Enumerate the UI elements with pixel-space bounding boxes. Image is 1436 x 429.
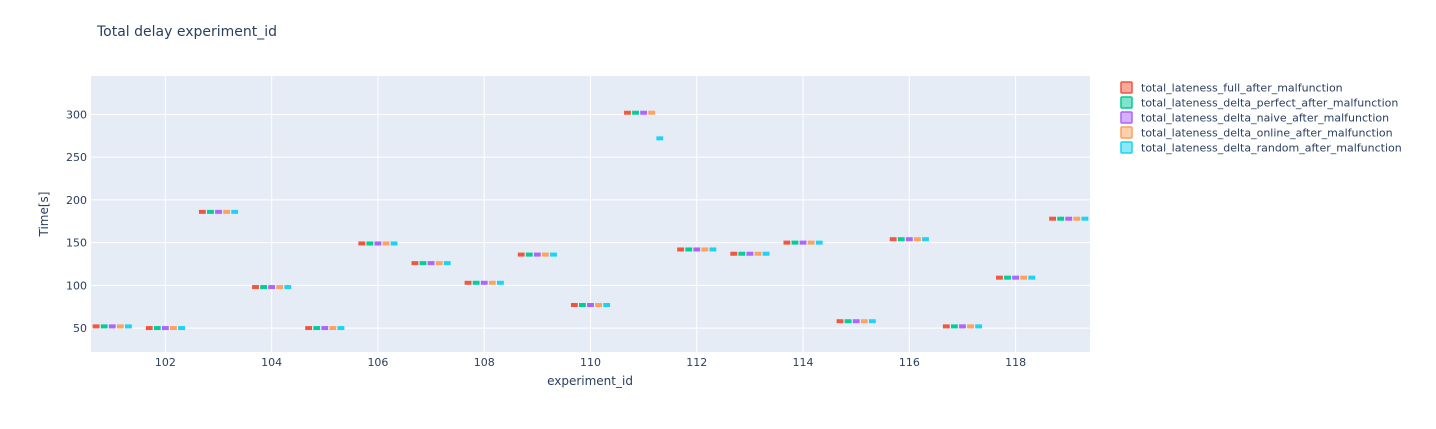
legend-label: total_lateness_delta_online_after_malfun…: [1141, 127, 1393, 140]
x-tick-labels: 102 104 106 108 110 112 114 116 118: [155, 356, 1026, 369]
legend-swatch: [1120, 141, 1133, 154]
legend: total_lateness_full_after_malfunctiontot…: [1120, 81, 1402, 155]
y-tick-labels: 50 100 150 200 250 300: [66, 108, 87, 335]
x-tick-label: 118: [1005, 356, 1026, 369]
legend-swatch: [1120, 81, 1133, 94]
legend-item[interactable]: total_lateness_delta_perfect_after_malfu…: [1120, 96, 1398, 110]
y-axis-title: Time[s]: [37, 192, 51, 238]
legend-label: total_lateness_full_after_malfunction: [1141, 82, 1343, 95]
y-tick-label: 100: [66, 279, 87, 292]
box-marks: [92, 110, 1089, 331]
legend-item[interactable]: total_lateness_delta_online_after_malfun…: [1120, 126, 1393, 140]
y-tick-label: 300: [66, 108, 87, 121]
x-tick-label: 102: [155, 356, 176, 369]
legend-label: total_lateness_delta_naive_after_malfunc…: [1141, 112, 1389, 125]
x-tick-label: 104: [261, 356, 282, 369]
y-tick-label: 250: [66, 151, 87, 164]
legend-swatch: [1120, 96, 1133, 109]
x-tick-label: 112: [686, 356, 707, 369]
x-tick-label: 116: [899, 356, 920, 369]
y-tick-label: 200: [66, 194, 87, 207]
y-tick-label: 150: [66, 237, 87, 250]
x-tick-label: 114: [793, 356, 814, 369]
legend-item[interactable]: total_lateness_delta_naive_after_malfunc…: [1120, 111, 1389, 125]
legend-swatch: [1120, 111, 1133, 124]
legend-item[interactable]: total_lateness_full_after_malfunction: [1120, 81, 1343, 95]
legend-label: total_lateness_delta_perfect_after_malfu…: [1141, 97, 1398, 110]
legend-label: total_lateness_delta_random_after_malfun…: [1141, 142, 1402, 155]
x-tick-label: 110: [580, 356, 601, 369]
chart-title: Total delay experiment_id: [96, 24, 277, 40]
x-tick-label: 108: [474, 356, 495, 369]
legend-swatch: [1120, 126, 1133, 139]
x-tick-label: 106: [367, 356, 388, 369]
legend-item[interactable]: total_lateness_delta_random_after_malfun…: [1120, 141, 1402, 155]
y-tick-label: 50: [73, 322, 87, 335]
x-axis-title: experiment_id: [547, 374, 633, 388]
